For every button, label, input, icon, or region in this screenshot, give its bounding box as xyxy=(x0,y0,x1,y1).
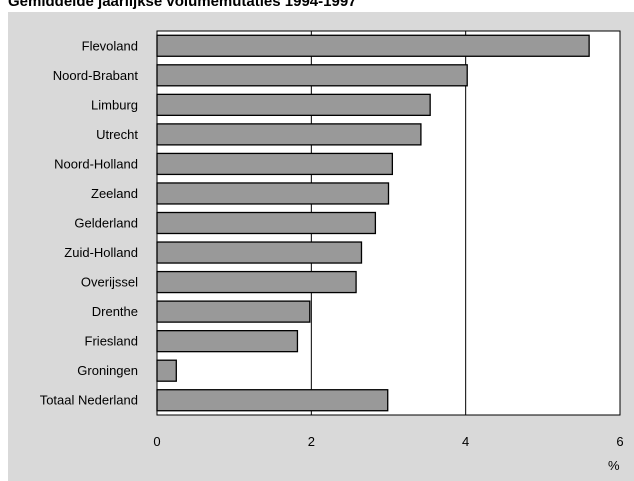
category-label: Drenthe xyxy=(92,304,138,319)
category-label: Noord-Brabant xyxy=(53,68,139,83)
bar-flevoland xyxy=(157,35,589,56)
bar-noord-brabant xyxy=(157,65,467,86)
bar-totaal-nederland xyxy=(157,390,388,411)
category-label: Overijssel xyxy=(81,275,138,290)
category-label: Utrecht xyxy=(96,127,138,142)
category-label: Zuid-Holland xyxy=(64,245,138,260)
x-tick-label: 0 xyxy=(153,434,160,449)
category-label: Gelderland xyxy=(74,216,138,231)
bar-utrecht xyxy=(157,124,421,145)
bar-zuid-holland xyxy=(157,242,361,263)
bar-drenthe xyxy=(157,301,310,322)
category-label: Friesland xyxy=(85,334,138,349)
bar-friesland xyxy=(157,331,297,352)
category-label: Limburg xyxy=(91,97,138,112)
category-label: Flevoland xyxy=(82,38,138,53)
category-label: Totaal Nederland xyxy=(40,393,138,408)
category-label: Noord-Holland xyxy=(54,156,138,171)
x-tick-label: 4 xyxy=(462,434,469,449)
bar-gelderland xyxy=(157,213,375,234)
bar-groningen xyxy=(157,360,176,381)
bar-zeeland xyxy=(157,183,389,204)
bar-noord-holland xyxy=(157,153,392,174)
x-tick-label: 6 xyxy=(616,434,623,449)
category-label: Zeeland xyxy=(91,186,138,201)
bar-limburg xyxy=(157,94,430,115)
x-tick-labels: 0 2 4 6 xyxy=(153,434,623,449)
category-label: Groningen xyxy=(77,363,138,378)
x-tick-label: 2 xyxy=(308,434,315,449)
x-axis-label: % xyxy=(608,458,620,473)
category-labels: Flevoland Noord-Brabant Limburg Utrecht Noor… xyxy=(40,38,139,407)
bar-overijssel xyxy=(157,272,356,293)
